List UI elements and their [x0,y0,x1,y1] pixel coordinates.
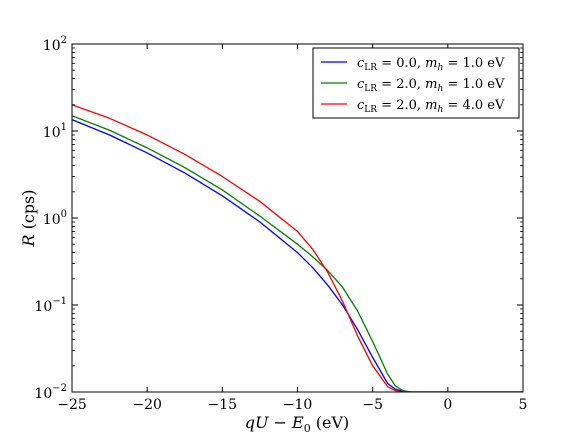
x-tick-label: −25 [57,397,87,413]
series-line-1 [72,119,523,392]
legend-box [312,47,520,119]
y-tick-label: 101 [43,122,67,141]
legend-label-2: cLR = 2.0, mh = 1.0 eV [357,77,505,94]
x-axis-label: qU − E0 (eV) [245,413,350,435]
y-tick-label: 102 [43,35,67,54]
legend: cLR = 0.0, mh = 1.0 eV cLR = 2.0, mh = 1.… [312,47,520,119]
series-line-3 [72,104,523,392]
series-line-2 [72,115,523,392]
plot-area [72,104,523,392]
y-tick-label: 100 [43,209,67,228]
x-tick-label: −15 [208,397,238,413]
x-tick-label: 5 [519,397,528,413]
x-axis: −25 −20 −15 −10 −5 0 5 [57,44,527,413]
x-tick-label: −20 [132,397,162,413]
x-tick-label: 0 [443,397,452,413]
x-tick-label: −5 [362,397,383,413]
y-axis-label: R (cps) [19,189,38,247]
y-tick-label: 10−1 [34,296,67,315]
plot-frame [71,43,524,393]
x-tick-label: −10 [283,397,313,413]
y-axis: 10−2 10−1 100 101 102 [34,35,523,402]
y-tick-label: 10−2 [34,383,67,402]
legend-label-1: cLR = 0.0, mh = 1.0 eV [357,56,505,73]
legend-label-3: cLR = 2.0, mh = 4.0 eV [357,98,505,115]
